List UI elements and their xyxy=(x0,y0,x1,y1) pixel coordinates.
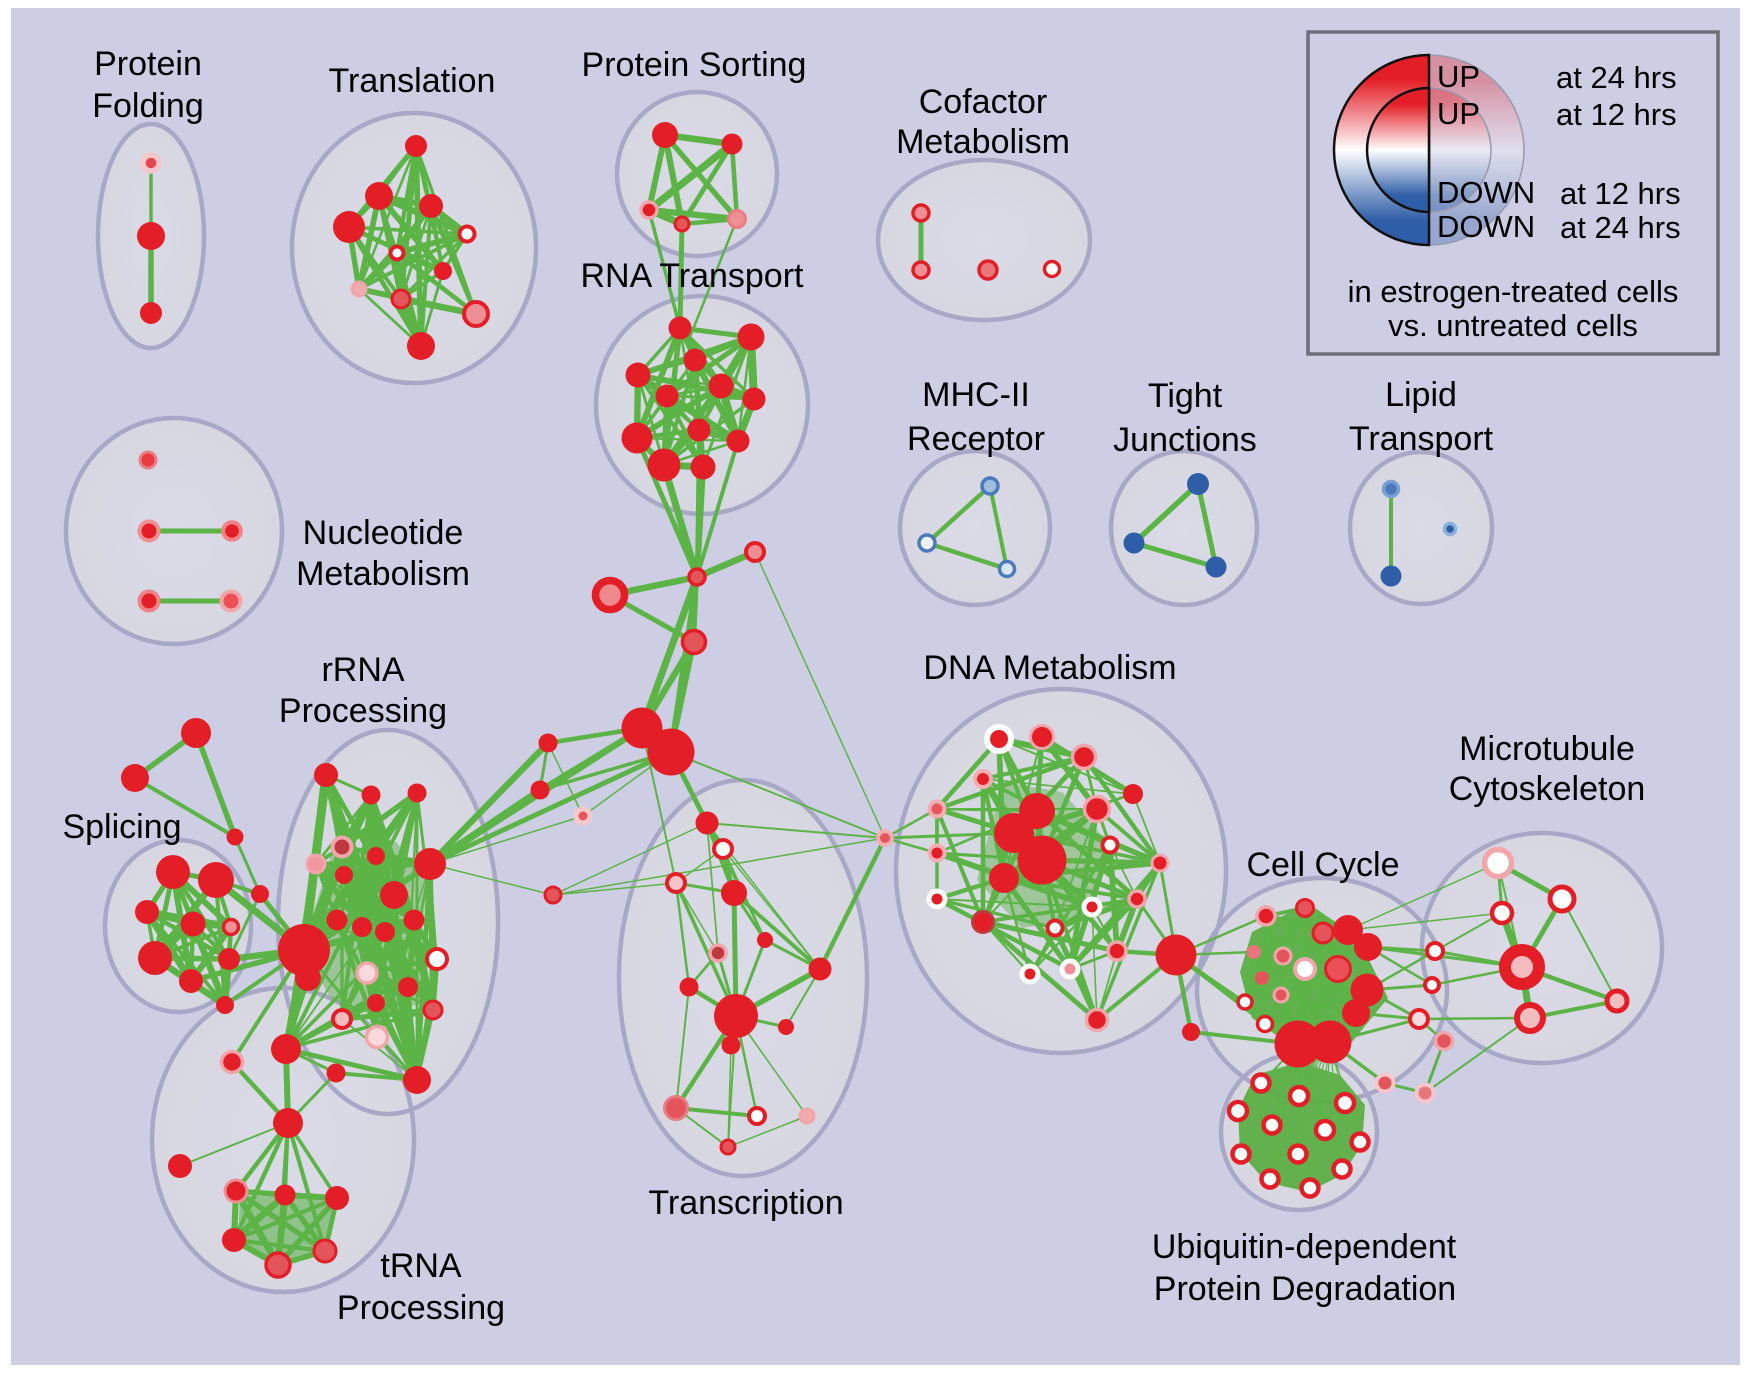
svg-text:Microtubule: Microtubule xyxy=(1459,730,1635,768)
svg-text:Tight: Tight xyxy=(1148,377,1223,415)
svg-text:MHC-II: MHC-II xyxy=(922,376,1030,414)
svg-text:at 24 hrs: at 24 hrs xyxy=(1556,60,1677,95)
svg-text:rRNA: rRNA xyxy=(321,651,404,689)
svg-text:at 12 hrs: at 12 hrs xyxy=(1560,176,1681,211)
svg-text:at 12 hrs: at 12 hrs xyxy=(1556,97,1677,132)
svg-text:Ubiquitin-dependent: Ubiquitin-dependent xyxy=(1152,1228,1457,1266)
svg-text:Nucleotide: Nucleotide xyxy=(303,514,464,552)
svg-text:Splicing: Splicing xyxy=(62,808,181,846)
svg-text:in estrogen-treated cells: in estrogen-treated cells xyxy=(1348,274,1679,309)
svg-text:Processing: Processing xyxy=(279,692,447,730)
svg-text:vs. untreated cells: vs. untreated cells xyxy=(1388,308,1638,343)
svg-text:DOWN: DOWN xyxy=(1437,209,1535,244)
svg-text:Transport: Transport xyxy=(1349,420,1494,458)
svg-text:Protein Sorting: Protein Sorting xyxy=(582,46,807,84)
svg-text:at 24 hrs: at 24 hrs xyxy=(1560,210,1681,245)
svg-text:DNA Metabolism: DNA Metabolism xyxy=(923,649,1176,687)
svg-text:Transcription: Transcription xyxy=(648,1184,843,1222)
svg-text:Translation: Translation xyxy=(329,62,496,100)
svg-text:Protein Degradation: Protein Degradation xyxy=(1154,1270,1456,1308)
svg-text:Folding: Folding xyxy=(92,87,204,125)
svg-text:Lipid: Lipid xyxy=(1385,376,1457,414)
svg-text:RNA Transport: RNA Transport xyxy=(581,257,805,295)
svg-text:Protein: Protein xyxy=(94,45,202,83)
svg-text:Cofactor: Cofactor xyxy=(919,83,1048,121)
svg-text:UP: UP xyxy=(1437,96,1480,131)
svg-text:Metabolism: Metabolism xyxy=(296,555,470,593)
svg-text:Cell Cycle: Cell Cycle xyxy=(1246,846,1399,884)
svg-text:tRNA: tRNA xyxy=(380,1247,462,1285)
svg-text:Processing: Processing xyxy=(337,1289,505,1327)
svg-text:UP: UP xyxy=(1437,59,1480,94)
svg-text:Junctions: Junctions xyxy=(1113,421,1257,459)
svg-text:Receptor: Receptor xyxy=(907,420,1045,458)
svg-text:Cytoskeleton: Cytoskeleton xyxy=(1449,770,1646,808)
svg-text:Metabolism: Metabolism xyxy=(896,123,1070,161)
svg-text:DOWN: DOWN xyxy=(1437,175,1535,210)
